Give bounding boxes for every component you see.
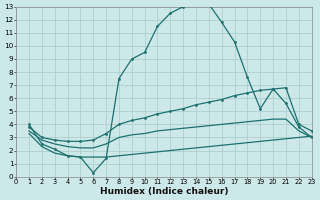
X-axis label: Humidex (Indice chaleur): Humidex (Indice chaleur): [100, 187, 228, 196]
